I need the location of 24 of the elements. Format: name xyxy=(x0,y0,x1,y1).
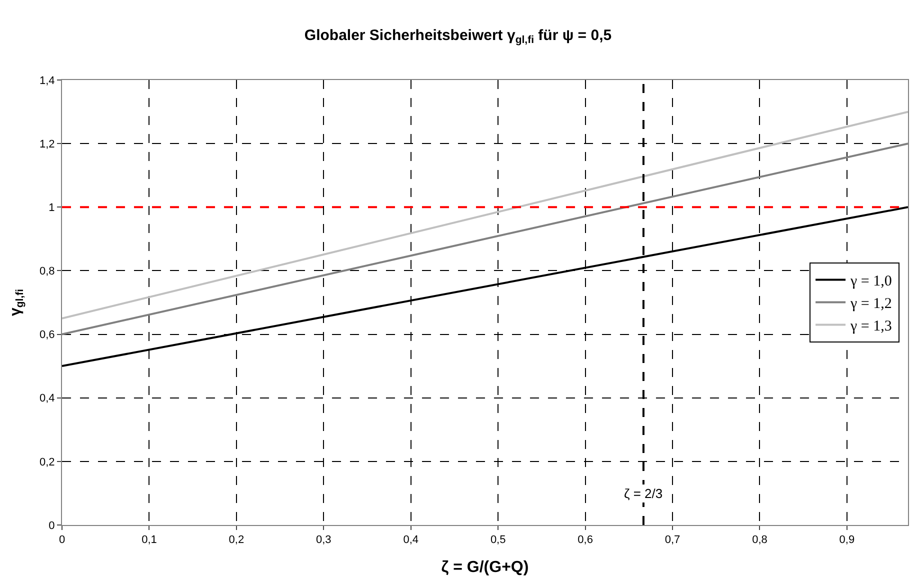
x-tick-label: 0,3 xyxy=(316,534,332,546)
y-tick-label: 1 xyxy=(48,202,55,214)
chart-title: Globaler Sicherheitsbeiwert γ$_{gl,fi}$ für ψ = 0,5 xyxy=(304,26,612,46)
y-tick-label: 0 xyxy=(48,520,55,532)
x-tick-label: 0,8 xyxy=(752,534,768,546)
x-tick-label: 0,6 xyxy=(578,534,593,546)
x-tick-label: 0,5 xyxy=(490,534,506,546)
y-tick-label: 0,4 xyxy=(40,392,55,405)
y-tick-label: 1,4 xyxy=(40,74,55,87)
annotation: ζ = 2/3 xyxy=(624,486,663,501)
y-tick-label: 0,8 xyxy=(40,266,55,278)
x-tick-label: 0,9 xyxy=(839,534,855,546)
y-tick-label: 0,2 xyxy=(40,456,55,468)
legend-label: γ = 1,3 xyxy=(850,318,892,335)
x-tick-label: 0,2 xyxy=(228,534,244,546)
x-tick-label: 0 xyxy=(58,534,66,546)
x-tick-label: 0,1 xyxy=(142,534,157,546)
legend-label: γ = 1,2 xyxy=(850,296,892,312)
legend-label: γ = 1,0 xyxy=(850,274,892,290)
x-tick-label: 0,4 xyxy=(403,534,419,546)
y-tick-label: 1,2 xyxy=(40,138,55,150)
x-axis-title: ζ = G/(G+Q) xyxy=(441,558,529,576)
y-tick-label: 0,6 xyxy=(40,329,55,342)
x-tick-label: 0,7 xyxy=(664,534,680,546)
